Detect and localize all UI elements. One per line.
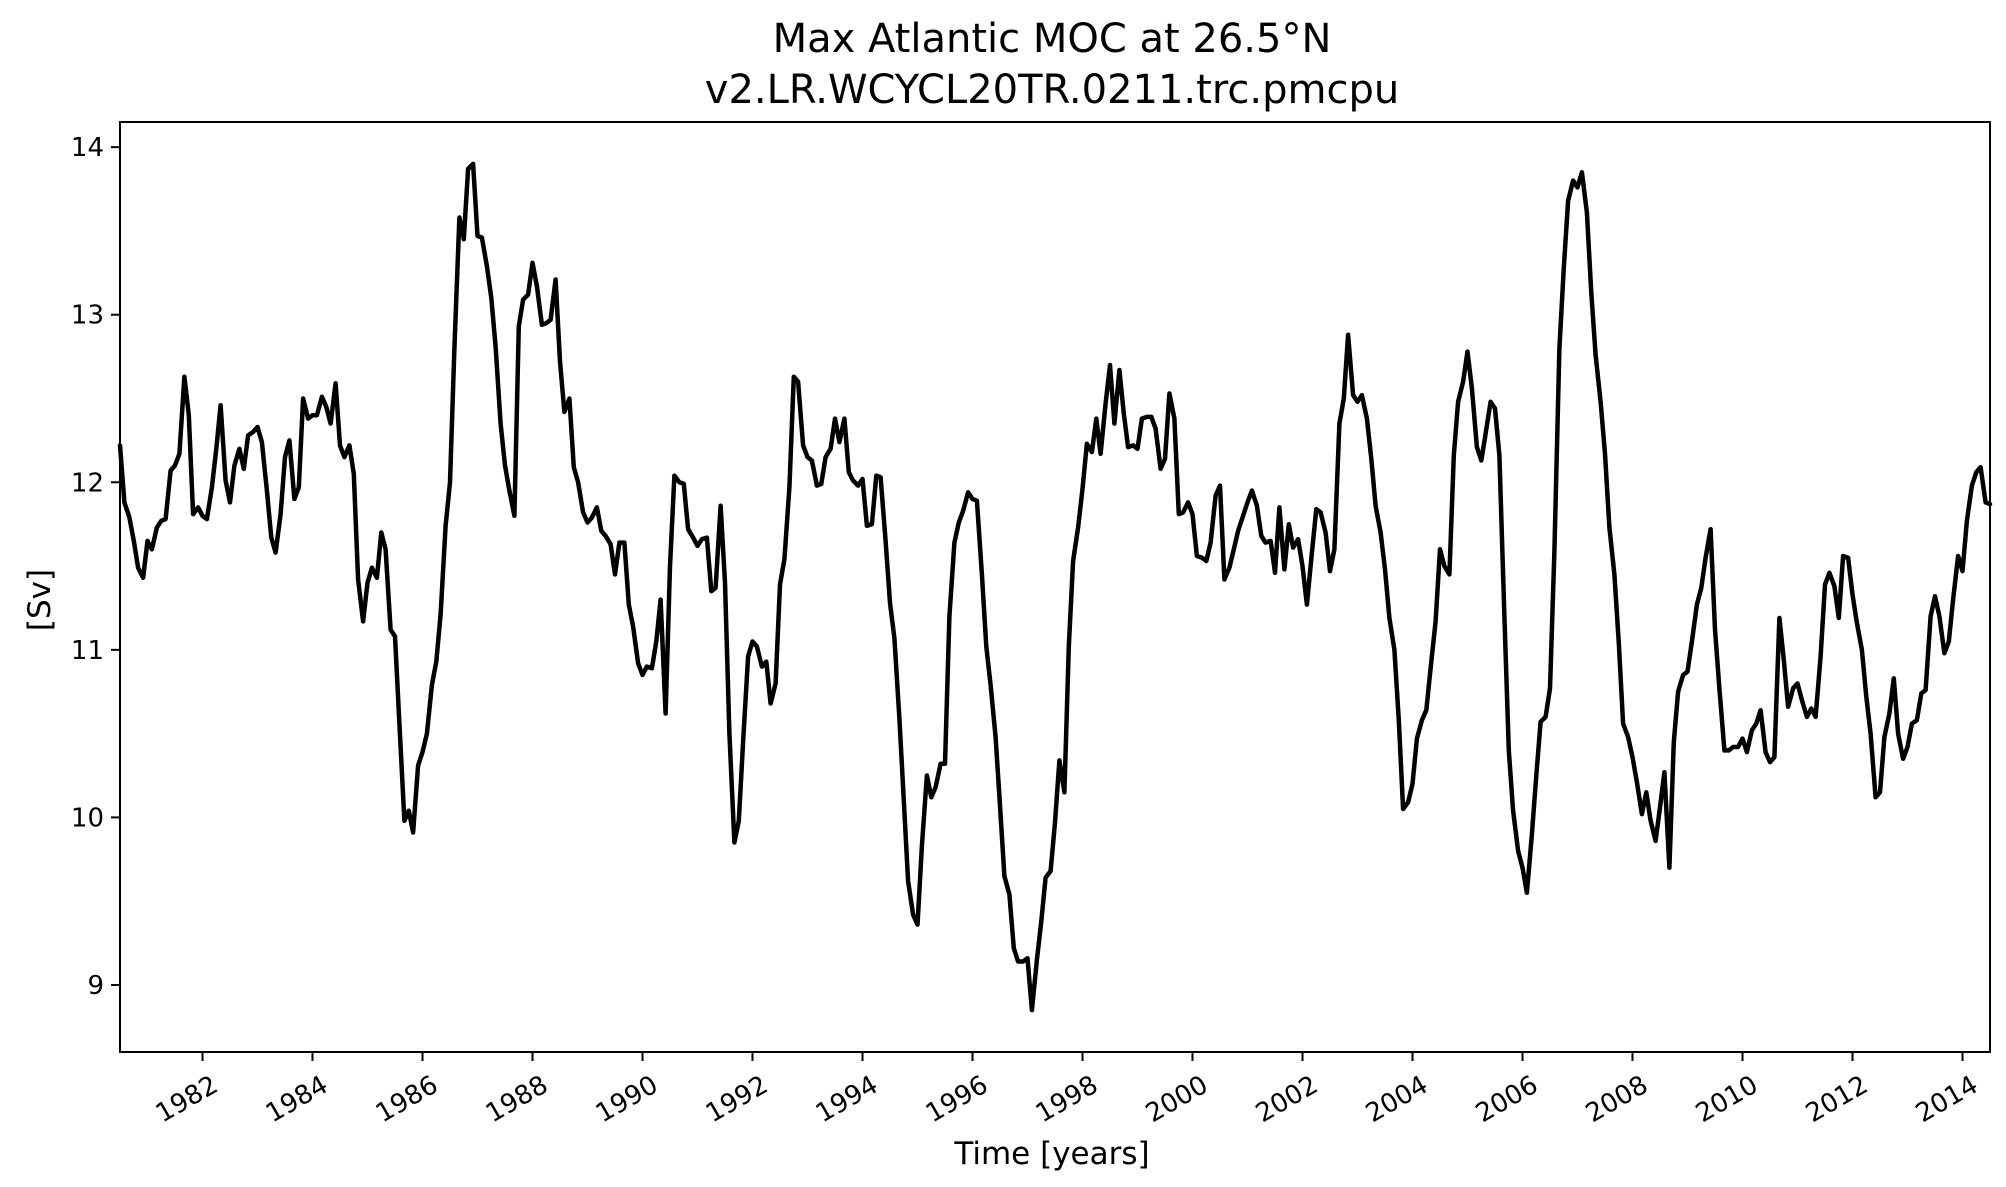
x-tick-label: 1994 — [811, 1070, 883, 1129]
x-tick-label: 2012 — [1801, 1070, 1873, 1129]
y-axis-label: [Sv] — [22, 569, 58, 631]
y-tick-label: 11 — [71, 636, 104, 666]
x-tick-label: 1988 — [481, 1070, 553, 1129]
x-tick-label: 1990 — [591, 1070, 663, 1129]
chart-subtitle: v2.LR.WCYCL20TR.0211.trc.pmcpu — [705, 67, 1399, 113]
x-axis: 1982 1984 1986 1988 1990 1992 1994 1996 1998 2000… — [151, 1052, 1983, 1129]
chart-title: Max Atlantic MOC at 26.5°N — [773, 16, 1332, 62]
y-tick-label: 14 — [71, 133, 104, 163]
plot-area — [117, 121, 1993, 1053]
x-tick-label: 1984 — [261, 1070, 333, 1129]
x-tick-label: 2010 — [1691, 1070, 1763, 1129]
x-tick-label: 1998 — [1031, 1070, 1103, 1129]
y-tick-label: 13 — [71, 301, 104, 331]
y-tick-label: 10 — [71, 803, 104, 833]
x-tick-label: 2006 — [1471, 1070, 1543, 1129]
x-tick-label: 2008 — [1581, 1070, 1653, 1129]
plot-frame — [119, 121, 1991, 1053]
y-tick-label: 12 — [71, 468, 104, 498]
moc-series-line — [117, 161, 1993, 1013]
x-tick-label: 1996 — [921, 1070, 993, 1129]
y-axis: 9 10 11 12 13 14 — [71, 133, 120, 1001]
x-tick-label: 2000 — [1141, 1070, 1213, 1129]
x-tick-label: 1986 — [371, 1070, 443, 1129]
x-tick-label: 2002 — [1251, 1070, 1323, 1129]
x-tick-label: 1982 — [151, 1070, 223, 1129]
x-tick-label: 1992 — [701, 1070, 773, 1129]
x-tick-label: 2014 — [1911, 1070, 1983, 1129]
y-tick-label: 9 — [87, 971, 104, 1001]
x-tick-label: 2004 — [1361, 1070, 1433, 1129]
x-axis-label: Time [years] — [953, 1136, 1149, 1172]
